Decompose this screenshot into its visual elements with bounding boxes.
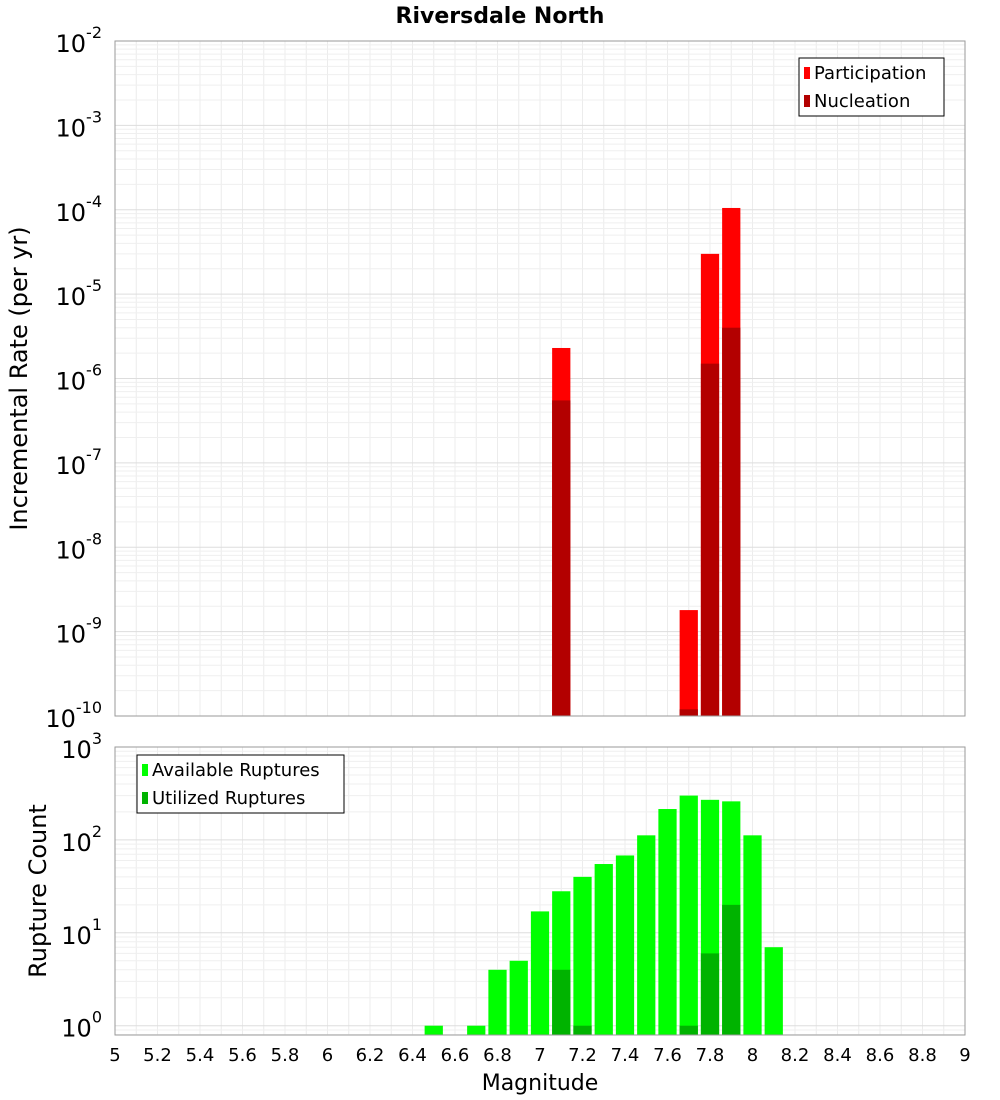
y-tick-label: 10-6 <box>56 361 103 396</box>
bar-overlay-nucleation <box>700 363 720 716</box>
bar-overlay-utilized-ruptures <box>679 1025 698 1035</box>
y-tick-label: 103 <box>61 729 102 764</box>
y-axis-label: Incremental Rate (per yr) <box>5 226 33 530</box>
plot-frame <box>114 746 966 1036</box>
x-tick-label: 7.4 <box>611 1045 640 1066</box>
bar-available-ruptures <box>615 855 635 1035</box>
legend-swatch <box>804 67 810 79</box>
bar-available-ruptures <box>743 835 762 1035</box>
x-tick-label: 5.8 <box>271 1045 300 1066</box>
legend-box <box>798 57 945 117</box>
legend-swatch <box>804 95 810 107</box>
legend-box <box>136 754 345 814</box>
labels-layer: 10-2 10-3 10-4 10-5 10-6 10-7 10-8 10-9 10-10 Inc… <box>5 23 971 1066</box>
x-tick-label: 8 <box>747 1045 758 1066</box>
bar-available-ruptures <box>530 911 550 1035</box>
x-tick-label: 5.2 <box>143 1045 172 1066</box>
bar-overlay-nucleation <box>552 400 571 716</box>
x-tick-label: 7 <box>534 1045 545 1066</box>
chart-title: Riversdale North <box>396 4 605 29</box>
plot-frame <box>114 40 966 717</box>
bar-available-ruptures <box>764 947 783 1035</box>
x-tick-label: 5 <box>109 1045 120 1066</box>
x-tick-label: 9 <box>959 1045 970 1066</box>
legend-label: Participation <box>814 63 926 84</box>
y-tick-label: 10-7 <box>56 445 103 480</box>
x-tick-label: 6 <box>322 1045 333 1066</box>
x-tick-label: 6.8 <box>483 1045 512 1066</box>
y-tick-label: 10-5 <box>56 276 103 311</box>
y-tick-label: 102 <box>61 822 102 857</box>
y-tick-label: 10-10 <box>45 698 102 733</box>
x-tick-label: 8.6 <box>866 1045 895 1066</box>
bar-available-ruptures <box>594 864 613 1035</box>
x-tick-label: 7.2 <box>568 1045 597 1066</box>
legend-label: Nucleation <box>814 91 910 112</box>
bar-overlay-nucleation <box>679 709 698 716</box>
bar-overlay-utilized-ruptures <box>722 904 741 1035</box>
x-tick-label: 7.8 <box>696 1045 725 1066</box>
y-axis-label: Rupture Count <box>24 804 52 978</box>
grid-layer <box>114 41 966 1036</box>
bar-available-ruptures <box>658 809 677 1035</box>
frame-layer <box>114 40 966 1036</box>
bar-overlay-utilized-ruptures <box>573 1025 592 1035</box>
y-tick-label: 101 <box>61 915 102 950</box>
x-tick-label: 6.6 <box>441 1045 470 1066</box>
y-tick-label: 10-8 <box>56 529 103 564</box>
x-axis-label: Magnitude <box>482 1071 599 1096</box>
bar-available-ruptures <box>488 969 507 1035</box>
bar-participation <box>679 610 698 716</box>
bar-available-ruptures <box>679 795 698 1035</box>
legend-layer: Participation Nucleation Available Rupture… <box>136 57 945 814</box>
x-tick-label: 6.2 <box>356 1045 385 1066</box>
bar-overlay-utilized-ruptures <box>700 953 720 1035</box>
y-tick-label: 10-3 <box>56 107 103 142</box>
x-tick-label: 8.8 <box>908 1045 937 1066</box>
y-tick-label: 10-9 <box>56 614 103 649</box>
x-tick-label: 5.4 <box>186 1045 215 1066</box>
legend-label: Available Ruptures <box>152 760 320 781</box>
x-tick-label: 6.4 <box>398 1045 427 1066</box>
bar-available-ruptures <box>424 1025 443 1035</box>
bar-overlay-utilized-ruptures <box>552 969 571 1035</box>
bar-available-ruptures <box>509 960 528 1035</box>
bar-available-ruptures <box>467 1025 486 1035</box>
bar-overlay-nucleation <box>722 327 741 716</box>
y-tick-label: 10-4 <box>56 192 103 227</box>
x-tick-label: 7.6 <box>653 1045 682 1066</box>
legend-swatch <box>142 764 148 776</box>
bar-available-ruptures <box>573 876 592 1035</box>
y-tick-label: 10-2 <box>56 23 103 58</box>
legend-swatch <box>142 792 148 804</box>
y-tick-label: 100 <box>61 1008 102 1043</box>
x-tick-label: 8.4 <box>823 1045 852 1066</box>
bars-layer <box>424 207 783 1035</box>
bar-available-ruptures <box>637 835 656 1035</box>
x-tick-label: 5.6 <box>228 1045 257 1066</box>
legend-label: Utilized Ruptures <box>152 788 305 809</box>
x-tick-label: 8.2 <box>781 1045 810 1066</box>
